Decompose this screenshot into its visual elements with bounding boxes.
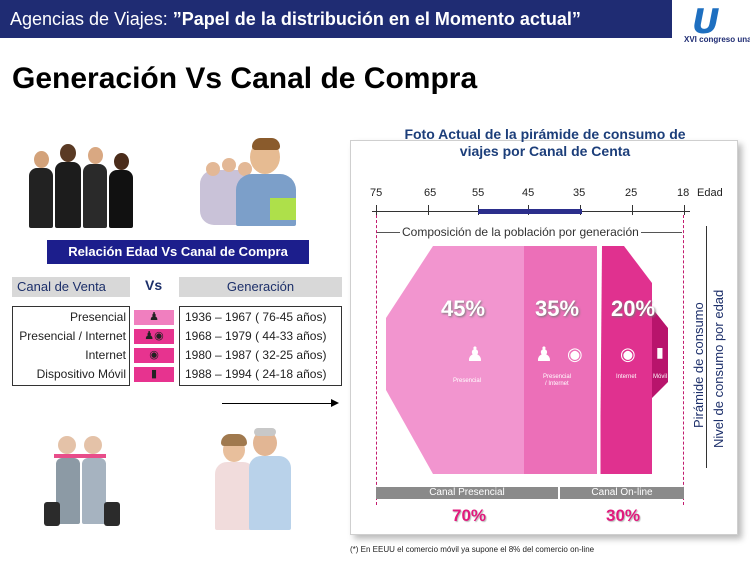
logo-text: XVI congreso unav xyxy=(684,35,750,44)
age-tick-65: 65 xyxy=(424,187,437,199)
segment-label-mixto-2: / Internet xyxy=(545,381,569,387)
footnote: (*) En EEUU el comercio móvil ya supone … xyxy=(350,545,595,554)
pct-online: 20% xyxy=(611,296,656,321)
panel-title: Foto Actual de la pirámide de consumo de… xyxy=(404,126,686,159)
mobile-icon: ▮ xyxy=(150,368,158,380)
canal-online-bar: Canal On-line xyxy=(560,487,684,499)
internet-icon-cell: ◉ xyxy=(134,348,174,363)
canal-presencial-internet: Presencial / Internet xyxy=(19,329,126,343)
header-title: Agencias de Viajes: ”Papel de la distrib… xyxy=(10,9,581,29)
header-bar: Agencias de Viajes: ”Papel de la distrib… xyxy=(0,0,672,38)
internet-icon: ◉ xyxy=(567,344,583,364)
canal-internet: Internet xyxy=(85,348,126,362)
age-axis-mark xyxy=(376,205,377,215)
generation-row-1: 1936 – 1967 ( 76-45 años) xyxy=(185,310,327,324)
segment-label-internet: Internet xyxy=(616,374,637,380)
generation-header: Generación xyxy=(179,277,342,297)
canal-presencial-bar: Canal Presencial xyxy=(376,487,558,499)
pct-presencial-internet: 35% xyxy=(535,296,580,321)
age-tick-18: 18 xyxy=(677,187,690,199)
generation-row-2: 1968 – 1979 ( 44-33 años) xyxy=(185,329,327,343)
relation-banner: Relación Edad Vs Canal de Compra xyxy=(47,240,309,264)
pyramid-side-label: Pirámide de consumo xyxy=(691,302,706,428)
total-pct-online: 30% xyxy=(606,506,641,525)
generation-row-3: 1980 – 1987 ( 32-25 años) xyxy=(185,348,327,362)
internet-icon: ◉ xyxy=(620,344,636,364)
age-axis-mark xyxy=(428,205,429,215)
total-pct-presencial: 70% xyxy=(452,506,487,525)
age-axis-mark xyxy=(632,205,633,215)
movil-icon-cell: ▮ xyxy=(134,367,174,382)
generation-row-4: 1988 – 1994 ( 24-18 años) xyxy=(185,367,327,381)
segment-movil xyxy=(652,308,668,398)
canal-header: Canal de Venta xyxy=(12,277,130,297)
arrow-line xyxy=(222,403,334,404)
canal-movil: Dispositivo Móvil xyxy=(36,367,126,381)
photo-senior-travellers xyxy=(42,432,122,530)
photo-young-professionals xyxy=(28,142,146,228)
mobile-icon: ▮ xyxy=(656,344,664,360)
arrow-right-icon xyxy=(331,399,339,407)
segment-label-mixto-1: Presencial xyxy=(543,374,572,380)
person-icon: ♟ xyxy=(535,344,553,366)
age-axis-label: Edad xyxy=(697,187,723,199)
age-tick-55: 55 xyxy=(472,187,485,199)
photo-senior-couple xyxy=(213,428,293,532)
photo-teenagers xyxy=(200,138,302,228)
canal-list xyxy=(12,306,130,386)
canal-presencial: Presencial xyxy=(69,310,126,324)
person-icon: ♟ xyxy=(149,311,159,323)
segment-internet xyxy=(600,246,652,474)
segment-presencial xyxy=(386,246,524,474)
presencial-internet-icon-cell: ♟◉ xyxy=(134,329,174,344)
logo-mark: U xyxy=(692,2,720,42)
pct-presencial: 45% xyxy=(441,296,486,321)
slide-title: Generación Vs Canal de Compra xyxy=(12,62,478,95)
person-icon: ♟ xyxy=(466,344,484,366)
age-highlight-bar xyxy=(478,209,582,214)
consumption-level-line xyxy=(706,226,707,468)
segment-label-movil: Móvil xyxy=(653,374,668,380)
congress-logo: U XVI congreso unav xyxy=(680,2,750,48)
internet-icon: ◉ xyxy=(149,349,159,361)
segment-presencial-internet xyxy=(524,246,597,474)
composition-label: Composición de la población por generaci… xyxy=(400,225,641,239)
presencial-icon-cell: ♟ xyxy=(134,310,174,325)
age-tick-45: 45 xyxy=(522,187,535,199)
generation-list xyxy=(179,306,342,386)
age-tick-25: 25 xyxy=(625,187,638,199)
age-tick-75: 75 xyxy=(370,187,383,199)
person-internet-icon: ♟◉ xyxy=(144,330,164,342)
right-boundary-line xyxy=(683,215,684,505)
age-tick-35: 35 xyxy=(573,187,586,199)
vs-label: Vs xyxy=(145,277,163,293)
left-boundary-line xyxy=(376,215,377,505)
age-axis-mark xyxy=(684,205,685,215)
consumption-side-label: Nivel de consumo por edad xyxy=(711,289,726,448)
segment-label-presencial: Presencial xyxy=(453,378,482,384)
